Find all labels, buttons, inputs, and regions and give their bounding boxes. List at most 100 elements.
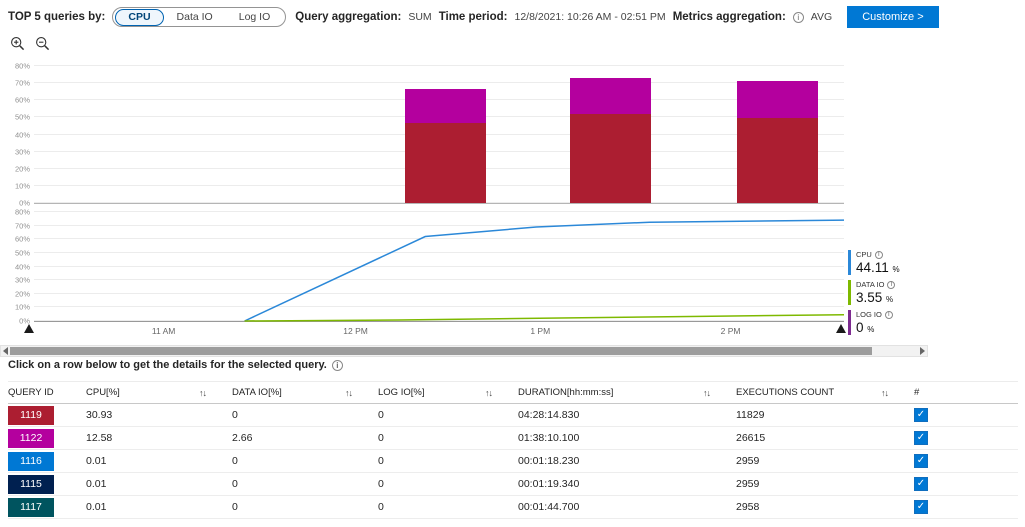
column-header-data-io[interactable]: DATA IO[%] ↑↓ [232,387,378,398]
table-row[interactable]: 1117 0.01 0 0 00:01:44.700 2958 ✓ [8,496,1018,519]
table-hint: Click on a row below to get the details … [8,359,343,371]
info-icon[interactable]: i [887,280,896,289]
y-axis-tick-label: 30% [14,275,30,285]
y-axis-tick-label: 70% [14,221,30,231]
table-hint-text: Click on a row below to get the details … [8,359,327,371]
y-axis-tick-label: 50% [14,248,30,258]
gridline [34,265,844,267]
stacked-bar-segment[interactable] [737,118,819,203]
legend-label: CPU i [856,250,1008,259]
scroll-right-icon[interactable] [920,347,925,355]
stacked-bar-segment[interactable] [570,78,652,114]
gridline [34,251,844,253]
stacked-bar-chart: 0% 10% 20% 30% 40% 50% 60% 70% 80% [15,62,844,208]
x-axis-tick-label: 2 PM [720,326,741,336]
checkbox-cell: ✓ [914,454,1018,468]
column-header-query-id: QUERY ID [8,387,86,398]
toolbar: TOP 5 queries by: CPU Data IO Log IO Query… [8,5,939,29]
cpu-cell: 0.01 [86,501,107,513]
info-icon[interactable]: i [331,359,343,371]
sort-icon[interactable]: ↑↓ [703,387,711,398]
column-header-log-io[interactable]: LOG IO[%] ↑↓ [378,387,518,398]
query-aggregation-label: Query aggregation: [295,11,402,23]
checkbox-cell: ✓ [914,500,1018,514]
y-axis-tick-label: 80% [14,207,30,217]
column-header-: # [914,387,1018,398]
executions-cell: 2959 [736,478,760,490]
row-checkbox[interactable]: ✓ [914,431,928,445]
zoom-out-icon[interactable] [35,36,50,51]
row-checkbox[interactable]: ✓ [914,454,928,468]
legend-value: 0 % [856,320,875,335]
y-axis-tick-label: 40% [14,262,30,271]
time-period-value: 12/8/2021: 10:26 AM - 02:51 PM [514,11,666,23]
executions-cell: 11829 [736,409,765,421]
charts-area: 0% 10% 20% 30% 40% 50% 60% 70% 80% 0% 10% 20% 30% 40… [8,58,1018,344]
column-header-executions-count[interactable]: EXECUTIONS COUNT ↑↓ [736,387,914,398]
y-axis-tick-label: 70% [14,78,30,88]
column-header-label: DATA IO[%] [232,387,282,398]
query-id-badge: 1117 [8,497,54,517]
column-header-label: EXECUTIONS COUNT [736,387,835,398]
column-header-cpu[interactable]: CPU[%] ↑↓ [86,387,232,398]
customize-button[interactable]: Customize > [847,6,939,28]
checkbox-cell: ✓ [914,477,1018,491]
table-row[interactable]: 1122 12.58 2.66 0 01:38:10.100 26615 ✓ [8,427,1018,450]
toggle-data-io[interactable]: Data IO [164,9,226,26]
query-id-cell: 1115 [8,474,86,494]
line-series-cpu [245,220,844,321]
zoom-controls [10,36,50,51]
y-axis-tick-label: 0% [19,316,30,326]
sort-icon[interactable]: ↑↓ [199,387,207,398]
info-icon[interactable]: i [884,310,893,319]
legend-item-data-io: DATA IO i 3.55 % [848,280,1008,305]
legend-item-cpu: CPU i 44.11 % [848,250,1008,275]
row-checkbox[interactable]: ✓ [914,477,928,491]
data-io-cell: 0 [232,478,238,490]
table-row[interactable]: 1115 0.01 0 0 00:01:19.340 2959 ✓ [8,473,1018,496]
gridline [34,82,844,84]
query-id-cell: 1116 [8,451,86,471]
stacked-bar-segment[interactable] [570,113,652,203]
legend-unit: % [886,295,894,304]
legend-label-text: CPU [856,250,872,259]
scrollbar-thumb[interactable] [10,347,872,355]
chart-legend: CPU i 44.11 % DATA IO i 3.55 % LOG IO i 0 % [848,250,1008,340]
gridline [34,224,844,226]
toggle-cpu[interactable]: CPU [115,8,164,26]
checkbox-cell: ✓ [914,408,1018,422]
info-icon[interactable]: i [792,11,804,23]
stacked-bar-segment[interactable] [737,81,819,119]
sort-icon[interactable]: ↑↓ [485,387,493,398]
gridline [34,292,844,294]
legend-label: LOG IO i [856,310,1008,319]
query-aggregation-value: SUM [408,11,432,23]
row-checkbox[interactable]: ✓ [914,500,928,514]
column-header-label: QUERY ID [8,387,54,398]
toggle-log-io[interactable]: Log IO [226,9,284,26]
time-scrollbar[interactable] [0,345,928,357]
stacked-bar-segment[interactable] [404,89,486,123]
stacked-bar-segment[interactable] [404,122,486,203]
legend-unit: % [892,265,900,274]
row-checkbox[interactable]: ✓ [914,408,928,422]
query-id-cell: 1117 [8,497,86,517]
data-io-cell: 0 [232,455,238,467]
range-handle-left[interactable] [24,324,34,333]
data-io-cell: 2.66 [232,432,253,444]
zoom-in-icon[interactable] [10,36,25,51]
data-io-cell: 0 [232,409,238,421]
scroll-left-icon[interactable] [3,347,8,355]
table-row[interactable]: 1116 0.01 0 0 00:01:18.230 2959 ✓ [8,450,1018,473]
range-handle-right[interactable] [836,324,846,333]
table-row[interactable]: 1119 30.93 0 0 04:28:14.830 11829 ✓ [8,404,1018,427]
table-body: 1119 30.93 0 0 04:28:14.830 11829 ✓ 1122 12.58 2.… [8,404,1018,519]
cpu-cell: 0.01 [86,478,107,490]
sort-icon[interactable]: ↑↓ [345,387,353,398]
gridline [34,211,844,212]
info-icon[interactable]: i [874,250,883,259]
y-axis-tick-label: 20% [14,289,30,299]
column-header-duration-hh-mm-ss[interactable]: DURATION[hh:mm:ss] ↑↓ [518,387,736,398]
sort-icon[interactable]: ↑↓ [881,387,889,398]
x-axis-tick-label: 11 AM [151,326,176,336]
